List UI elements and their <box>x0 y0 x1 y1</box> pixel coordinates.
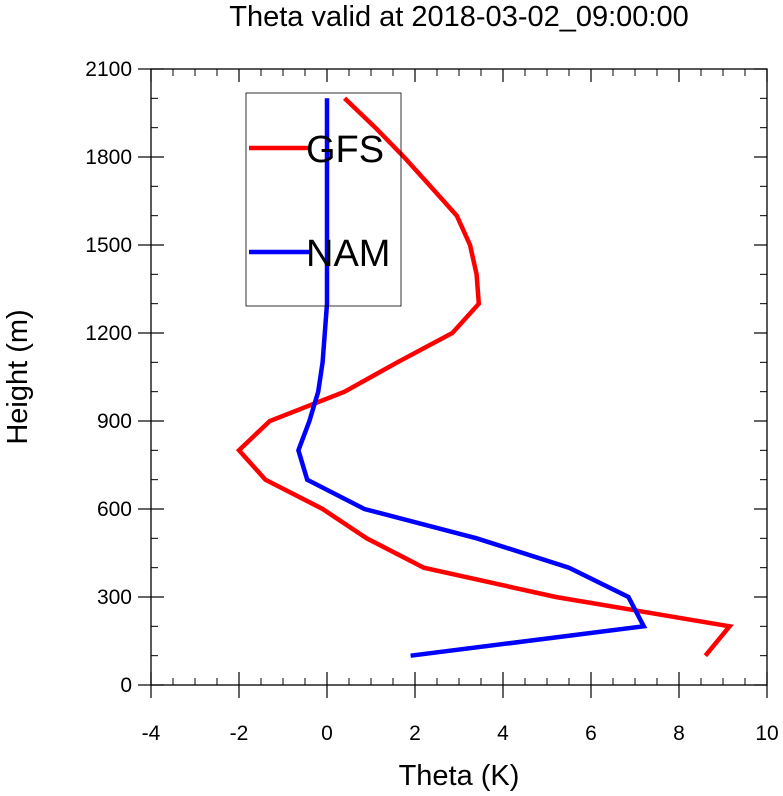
x-tick-label: -4 <box>142 722 161 745</box>
y-tick-label: 0 <box>120 674 132 697</box>
y-tick-label: 1800 <box>85 146 132 169</box>
axis-tick-labels: -4 -2 0 2 4 6 8 10 0 300 600 900 1200 1500 1800 2100 <box>85 58 778 745</box>
legend-label-gfs: GFS <box>306 129 384 171</box>
x-tick-label: -2 <box>230 722 249 745</box>
x-tick-label: 6 <box>585 722 597 745</box>
y-tick-label: 600 <box>97 498 132 521</box>
title-layer: Theta valid at 2018-03-02_09:00:00 <box>229 1 689 33</box>
y-tick-label: 900 <box>97 410 132 433</box>
y-axis-title: Height (m) <box>2 309 34 444</box>
x-tick-label: 0 <box>321 722 333 745</box>
x-tick-label: 2 <box>409 722 421 745</box>
x-tick-label: 4 <box>497 722 509 745</box>
plot-frame <box>150 68 768 686</box>
legend: GFS NAM <box>245 92 402 307</box>
y-tick-label: 300 <box>97 586 132 609</box>
legend-label-nam: NAM <box>306 233 390 275</box>
axis-ticks <box>138 68 768 698</box>
y-tick-label: 2100 <box>85 58 132 81</box>
series-line-gfs <box>235 96 734 658</box>
x-tick-label: 8 <box>673 722 685 745</box>
x-tick-label: 10 <box>755 722 778 745</box>
series-lines <box>235 96 734 658</box>
y-tick-label: 1500 <box>85 234 132 257</box>
y-tick-label: 1200 <box>85 322 132 345</box>
axis-titles: Theta (K) Height (m) <box>2 309 519 792</box>
x-axis-title: Theta (K) <box>399 760 520 792</box>
plot-border <box>150 68 768 686</box>
legend-box <box>245 92 402 307</box>
series-line-nam <box>296 98 648 658</box>
chart-title: Theta valid at 2018-03-02_09:00:00 <box>229 1 689 33</box>
